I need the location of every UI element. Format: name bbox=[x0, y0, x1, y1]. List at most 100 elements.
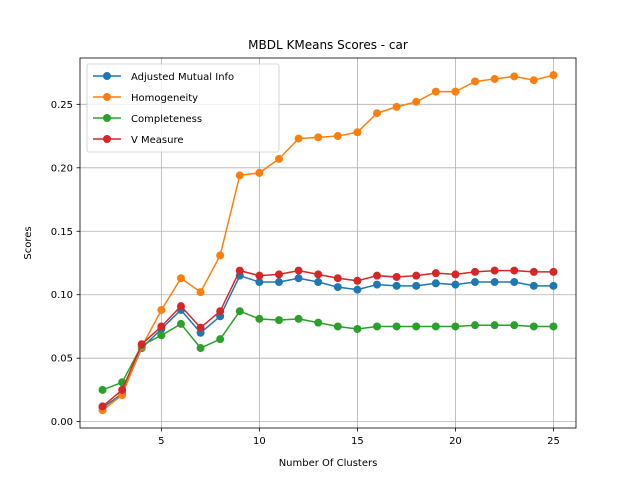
data-point bbox=[373, 271, 382, 280]
data-point bbox=[314, 318, 323, 327]
data-point bbox=[314, 278, 323, 287]
data-point bbox=[353, 324, 362, 333]
data-point bbox=[510, 72, 519, 81]
data-point bbox=[196, 323, 205, 332]
data-point bbox=[274, 270, 283, 279]
data-point bbox=[157, 331, 166, 340]
legend-item: Homogeneity bbox=[93, 93, 198, 104]
legend-box bbox=[86, 63, 280, 153]
legend-label: Completeness bbox=[131, 114, 202, 125]
data-point bbox=[196, 288, 205, 297]
data-point bbox=[255, 168, 264, 177]
data-point bbox=[216, 335, 225, 344]
data-point bbox=[490, 321, 499, 330]
data-point bbox=[176, 274, 185, 283]
data-point bbox=[294, 314, 303, 323]
data-point bbox=[510, 278, 519, 287]
data-point bbox=[353, 128, 362, 137]
data-point bbox=[451, 280, 460, 289]
legend-swatch-marker bbox=[103, 114, 111, 122]
data-point bbox=[490, 278, 499, 287]
x-tick-label: 20 bbox=[449, 436, 462, 447]
data-point bbox=[549, 267, 558, 276]
legend-item: V Measure bbox=[93, 135, 184, 146]
data-point bbox=[314, 270, 323, 279]
data-point bbox=[333, 283, 342, 292]
data-point bbox=[157, 305, 166, 314]
data-point bbox=[216, 307, 225, 316]
data-point bbox=[294, 274, 303, 283]
data-point bbox=[529, 281, 538, 290]
data-point bbox=[412, 97, 421, 106]
data-point bbox=[392, 102, 401, 111]
y-tick-label: 0.10 bbox=[51, 290, 73, 301]
series-adjusted-mutual-info bbox=[98, 271, 558, 412]
data-point bbox=[196, 344, 205, 353]
data-point bbox=[451, 87, 460, 96]
data-point bbox=[294, 266, 303, 275]
y-tick-label: 0.00 bbox=[51, 417, 73, 428]
data-point bbox=[490, 74, 499, 83]
data-point bbox=[118, 385, 127, 394]
legend-label: Adjusted Mutual Info bbox=[131, 72, 234, 83]
plot-frame bbox=[79, 57, 577, 429]
data-point bbox=[157, 322, 166, 331]
data-point bbox=[294, 134, 303, 143]
x-tick-label: 10 bbox=[253, 436, 266, 447]
data-point bbox=[431, 87, 440, 96]
data-point bbox=[392, 281, 401, 290]
legend-swatch-marker bbox=[103, 93, 111, 101]
data-point bbox=[274, 278, 283, 287]
x-tick-label: 15 bbox=[351, 436, 364, 447]
legend-item: Completeness bbox=[93, 114, 202, 125]
data-point bbox=[490, 266, 499, 275]
y-ticks: 0.00 0.05 0.10 0.15 0.20 0.25 bbox=[51, 100, 80, 428]
data-point bbox=[235, 266, 244, 275]
data-point bbox=[235, 171, 244, 180]
data-point bbox=[98, 402, 107, 411]
y-tick-label: 0.25 bbox=[51, 100, 73, 111]
data-point bbox=[333, 322, 342, 331]
legend: Adjusted Mutual Info Homogeneity Completen… bbox=[86, 63, 280, 153]
data-point bbox=[176, 302, 185, 311]
data-point bbox=[255, 271, 264, 280]
data-point bbox=[451, 322, 460, 331]
y-tick-label: 0.15 bbox=[51, 227, 73, 238]
grid bbox=[80, 58, 576, 428]
data-point bbox=[431, 279, 440, 288]
data-point bbox=[471, 321, 480, 330]
data-point bbox=[412, 271, 421, 280]
x-ticks: 5 10 15 20 25 bbox=[158, 428, 560, 447]
data-point bbox=[471, 278, 480, 287]
data-point bbox=[529, 76, 538, 85]
series-v-measure bbox=[98, 266, 558, 411]
data-point bbox=[373, 280, 382, 289]
data-point bbox=[333, 132, 342, 141]
data-point bbox=[412, 322, 421, 331]
data-point bbox=[549, 71, 558, 80]
legend-item: Adjusted Mutual Info bbox=[93, 72, 234, 83]
data-point bbox=[431, 322, 440, 331]
data-point bbox=[549, 322, 558, 331]
data-point bbox=[353, 276, 362, 285]
data-point bbox=[314, 133, 323, 142]
data-point bbox=[529, 267, 538, 276]
data-point bbox=[255, 314, 264, 323]
x-axis-label: Number Of Clusters bbox=[279, 458, 378, 469]
data-point bbox=[137, 340, 146, 349]
data-point bbox=[392, 272, 401, 281]
data-point bbox=[529, 322, 538, 331]
y-tick-label: 0.05 bbox=[51, 354, 73, 365]
data-point bbox=[510, 321, 519, 330]
series-layer bbox=[98, 71, 558, 415]
series-completeness bbox=[98, 307, 558, 394]
data-point bbox=[353, 285, 362, 294]
data-point bbox=[412, 281, 421, 290]
legend-swatch-marker bbox=[103, 72, 111, 80]
data-point bbox=[373, 322, 382, 331]
data-point bbox=[216, 251, 225, 260]
y-tick-label: 0.20 bbox=[51, 163, 73, 174]
data-point bbox=[451, 270, 460, 279]
data-point bbox=[176, 319, 185, 328]
